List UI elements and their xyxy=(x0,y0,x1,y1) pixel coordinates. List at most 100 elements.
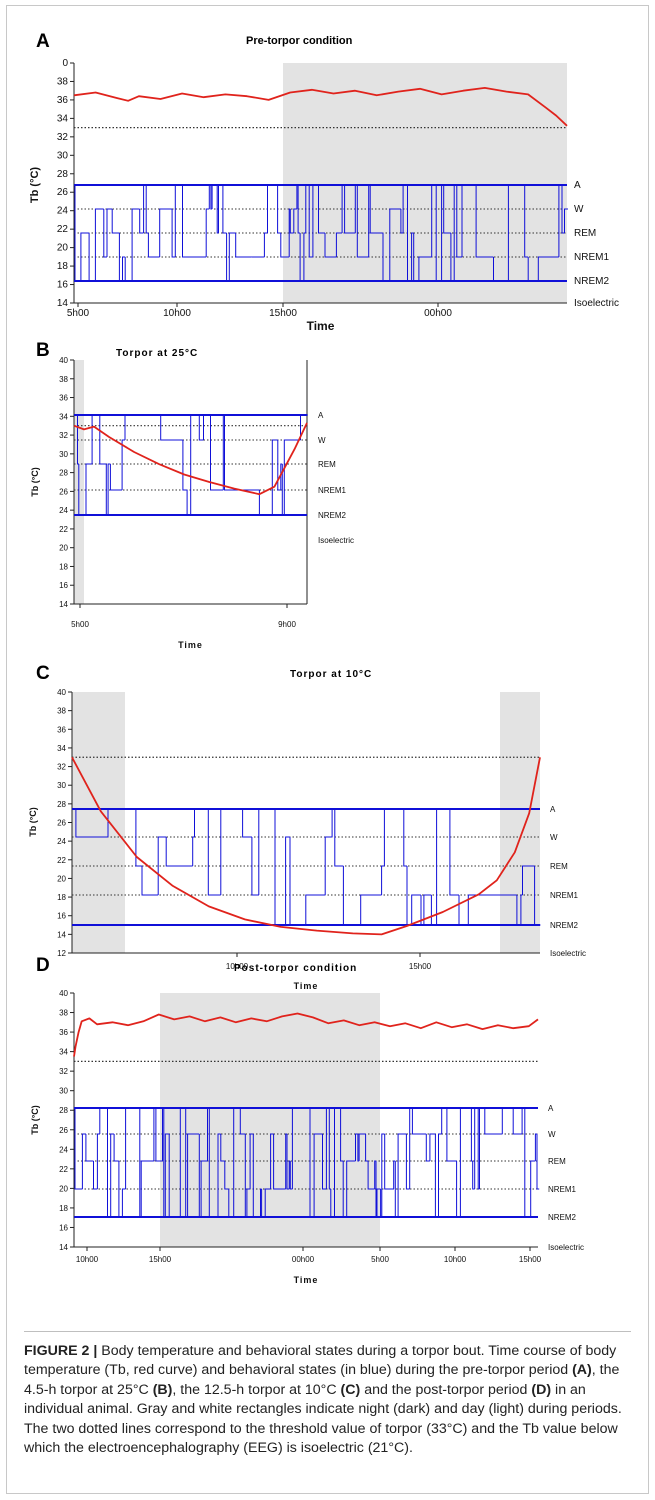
x-axis-title: Time xyxy=(294,1275,319,1285)
y-tick-label: 26 xyxy=(59,487,68,496)
y-tick-label: 40 xyxy=(59,989,68,998)
y-tick-label: 32 xyxy=(59,431,68,440)
panel-c: C Torpor at 10°C 40 38 36 34 32 30 28 26 24 22 20 1… xyxy=(28,663,586,991)
x-tick-label: 00h00 xyxy=(292,1255,315,1264)
caption-ref-a: (A) xyxy=(572,1362,592,1379)
x-tick-label: 5h00 xyxy=(67,308,90,319)
y-tick-label: 18 xyxy=(57,893,66,902)
state-label: A xyxy=(548,1104,554,1113)
tb-series-line xyxy=(73,1012,539,1057)
state-label: Isoelectric xyxy=(318,536,354,545)
caption-text-5: in an individual animal. Gray and white … xyxy=(24,1381,622,1457)
y-tick-label: 18 xyxy=(57,261,69,272)
chart-b: 40 38 36 34 32 30 28 26 24 22 20 18 16 14 Tb (°C) 5h00 9… xyxy=(30,356,354,650)
y-tick-label: 20 xyxy=(57,874,66,883)
state-label: W xyxy=(550,833,558,842)
y-tick-label: 38 xyxy=(57,76,69,87)
panel-letter: A xyxy=(36,31,50,52)
state-label: NREM1 xyxy=(318,486,347,495)
night-shading xyxy=(283,63,567,303)
y-tick-label: 28 xyxy=(59,1106,68,1115)
x-axis-title: Time xyxy=(307,319,335,333)
state-label: NREM2 xyxy=(548,1213,577,1222)
state-label: A xyxy=(574,180,581,191)
chart-c: 40 38 36 34 32 30 28 26 24 22 20 18 16 14 12 Tb (°C) 10h… xyxy=(28,688,586,991)
y-tick-label: 34 xyxy=(59,1048,68,1057)
y-tick-label: 20 xyxy=(59,544,68,553)
y-tick-label: 18 xyxy=(59,562,68,571)
caption-divider xyxy=(24,1331,631,1332)
state-label: Isoelectric xyxy=(574,298,619,309)
x-tick-label: 5h00 xyxy=(371,1255,389,1264)
y-tick-label: 34 xyxy=(57,113,69,124)
x-tick-label: 00h00 xyxy=(424,308,452,319)
panel-letter: B xyxy=(36,340,50,361)
state-label: A xyxy=(550,805,556,814)
caption-text-2: , the 4.5-h torpor at 25°C xyxy=(24,1362,620,1398)
state-label: REM xyxy=(550,862,568,871)
panel-title: Torpor at 10°C xyxy=(290,669,373,680)
caption-label: FIGURE 2 | xyxy=(24,1343,98,1359)
figure-caption: FIGURE 2 | Body temperature and behavior… xyxy=(24,1342,636,1458)
y-tick-label: 16 xyxy=(59,581,68,590)
y-tick-label: 32 xyxy=(59,1067,68,1076)
y-tick-label: 22 xyxy=(57,224,69,235)
y-tick-label: 14 xyxy=(59,600,68,609)
x-tick-label: 15h00 xyxy=(519,1255,542,1264)
y-tick-label: 24 xyxy=(57,206,69,217)
x-tick-label: 10h00 xyxy=(226,962,249,971)
panel-title: Pre-torpor condition xyxy=(246,35,353,47)
x-tick-label: 10h00 xyxy=(444,1255,467,1264)
y-tick-label: 30 xyxy=(59,1087,68,1096)
caption-text-4: and the post-torpor period xyxy=(360,1381,532,1398)
x-axis-title: Time xyxy=(178,640,203,650)
caption-ref-d: (D) xyxy=(531,1381,552,1398)
state-label: NREM2 xyxy=(550,921,579,930)
chart-a: 0 38 36 34 32 30 28 26 24 22 20 18 16 14 Tb (°C) 5h00 10… xyxy=(29,58,619,333)
y-axis-title: Tb (°C) xyxy=(28,807,38,837)
y-tick-label: 26 xyxy=(59,1126,68,1135)
figure-frame xyxy=(6,5,649,1494)
caption-ref-b: (B) xyxy=(152,1381,173,1398)
state-label: REM xyxy=(548,1157,566,1166)
panel-a: A Pre-torpor condition 0 38 36 34 32 30 28 26 24… xyxy=(0,0,655,333)
state-label: W xyxy=(574,204,584,215)
y-tick-label: 12 xyxy=(57,949,66,958)
y-tick-label: 36 xyxy=(57,95,69,106)
x-tick-label: 9h00 xyxy=(278,620,296,629)
state-label: REM xyxy=(574,228,596,239)
y-tick-label: 28 xyxy=(57,169,69,180)
panel-b: B Torpor at 25°C 40 38 36 34 32 30 28 26 24 22 20 1… xyxy=(0,0,655,660)
y-axis-title: Tb (°C) xyxy=(30,1105,40,1135)
y-tick-label: 36 xyxy=(59,394,68,403)
caption-ref-c: (C) xyxy=(340,1381,361,1398)
y-tick-label: 14 xyxy=(57,930,66,939)
panel-title: Torpor at 25°C xyxy=(116,348,199,359)
x-tick-label: 5h00 xyxy=(71,620,89,629)
tb-series-line xyxy=(73,422,308,496)
y-tick-label: 14 xyxy=(57,298,69,309)
y-tick-label: 40 xyxy=(59,356,68,365)
y-tick-label: 34 xyxy=(59,412,68,421)
state-label: NREM2 xyxy=(318,511,347,520)
y-tick-label: 28 xyxy=(59,469,68,478)
panel-title: Post-torpor condition xyxy=(234,963,358,974)
chart-d: 40 38 36 34 32 30 28 26 24 22 20 18 16 14 Tb (°C) 10h00… xyxy=(30,989,584,1285)
state-label: NREM1 xyxy=(548,1185,577,1194)
y-tick-label: 22 xyxy=(59,525,68,534)
y-tick-label: 22 xyxy=(59,1165,68,1174)
y-tick-label: 16 xyxy=(57,912,66,921)
x-axis-title: Time xyxy=(294,981,319,991)
x-tick-label: 15h00 xyxy=(409,962,432,971)
night-shading xyxy=(500,692,540,953)
y-tick-label: 32 xyxy=(57,132,69,143)
panel-letter: C xyxy=(36,663,50,684)
y-tick-label: 30 xyxy=(59,450,68,459)
state-label: NREM1 xyxy=(550,891,579,900)
y-tick-label: 36 xyxy=(57,725,66,734)
caption-text-1: Body temperature and behavioral states d… xyxy=(24,1343,617,1379)
panel-letter: D xyxy=(36,955,50,976)
y-tick-label: 38 xyxy=(57,707,66,716)
y-tick-label: 26 xyxy=(57,187,69,198)
state-label: W xyxy=(548,1130,556,1139)
